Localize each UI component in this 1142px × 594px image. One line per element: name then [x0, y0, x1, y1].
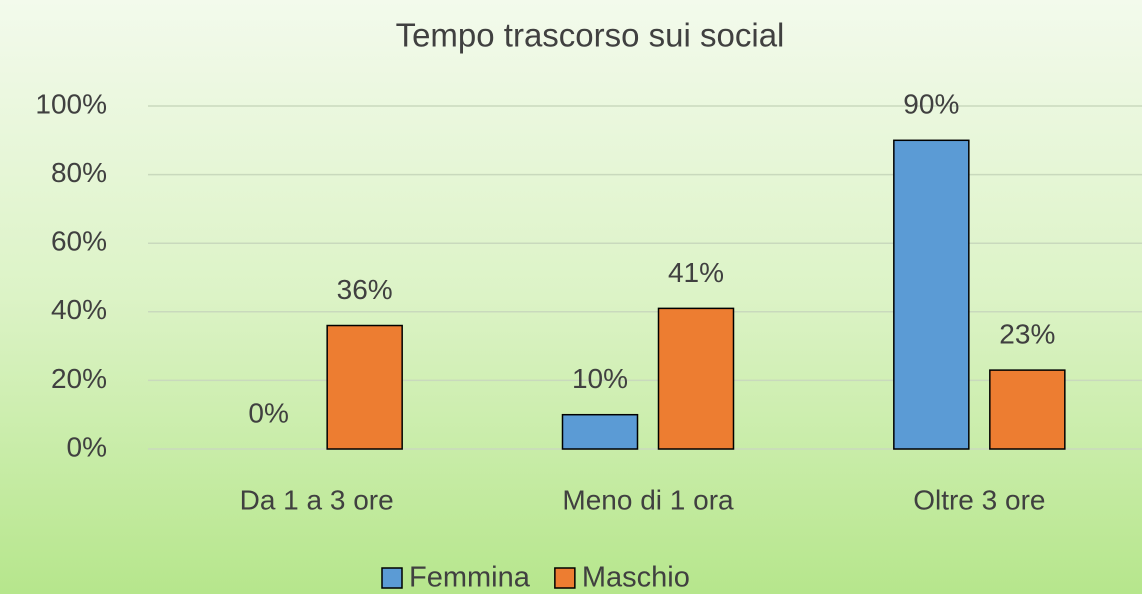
y-tick-label: 80% [51, 157, 107, 188]
bar [326, 324, 403, 450]
x-tick-label: Da 1 a 3 ore [240, 484, 394, 515]
y-tick-label: 100% [35, 88, 107, 119]
y-tick-label: 60% [51, 226, 107, 257]
y-tick-label: 40% [51, 294, 107, 325]
value-label: 41% [668, 257, 724, 288]
x-tick-label: Oltre 3 ore [913, 484, 1045, 515]
value-label: 0% [248, 397, 288, 428]
y-tick-label: 0% [67, 431, 107, 462]
x-tick-label: Meno di 1 ora [562, 484, 734, 515]
y-tick-label: 20% [51, 363, 107, 394]
legend-label: Maschio [582, 562, 690, 594]
value-label: 90% [903, 89, 959, 120]
legend-swatch [554, 567, 576, 589]
legend-label: Femmina [409, 562, 531, 594]
bar [657, 307, 735, 450]
chart-title: Tempo trascorso sui social [396, 17, 785, 54]
bar [561, 413, 639, 450]
value-label: 23% [999, 319, 1055, 350]
value-label: 10% [572, 363, 628, 394]
bar [893, 139, 970, 450]
bar [989, 369, 1066, 450]
legend-swatch [381, 567, 403, 589]
value-label: 36% [337, 274, 393, 305]
